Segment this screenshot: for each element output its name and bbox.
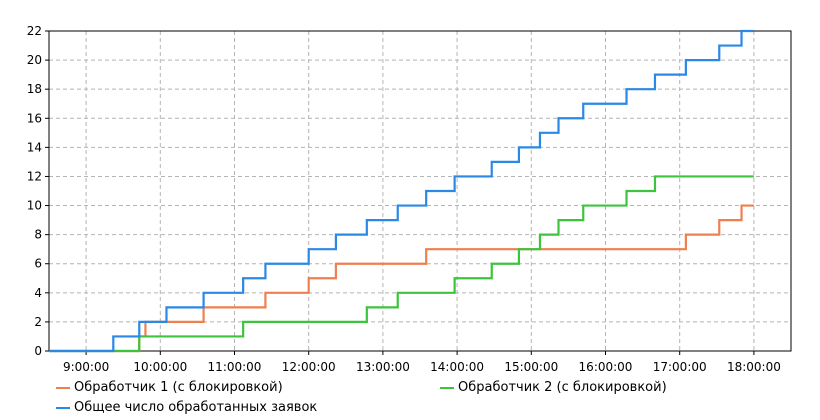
x-tick-label-0: 9:00:00 (63, 360, 109, 374)
x-tick-label-7: 16:00:00 (579, 360, 633, 374)
series-line-3 (49, 29, 754, 353)
y-tick-label-9: 18 (27, 82, 42, 96)
y-tick-label-7: 14 (27, 140, 42, 154)
x-tick-label-6: 15:00:00 (504, 360, 558, 374)
y-tick-label-5: 10 (27, 199, 42, 213)
legend-item-series-3: Общее число обработанных заявок (56, 400, 317, 415)
y-tick-label-8: 16 (27, 111, 42, 125)
x-tick-label-4: 13:00:00 (356, 360, 410, 374)
grid (49, 31, 791, 351)
x-tick-label-5: 14:00:00 (430, 360, 484, 374)
legend-label-series-3: Общее число обработанных заявок (74, 400, 318, 415)
y-tick-label-4: 8 (34, 228, 42, 242)
x-tick-label-3: 12:00:00 (282, 360, 336, 374)
chart: 0 2 4 6 8 10 12 14 16 18 20 22 9:00:00 10:00:00 11:00… (27, 24, 792, 374)
legend-swatch-series-1 (56, 386, 70, 389)
plot-frame (48, 30, 792, 352)
legend-item-series-1: Обработчик 1 (с блокировкой) (56, 380, 283, 395)
x-axis: 9:00:00 10:00:00 11:00:00 12:00:00 13:00:00 1… (63, 351, 781, 374)
legend-label-series-2: Обработчик 2 (с блокировкой) (458, 380, 667, 395)
legend: Обработчик 1 (с блокировкой) Обработчик … (0, 376, 820, 420)
x-tick-label-9: 18:00:00 (727, 360, 781, 374)
legend-swatch-series-3 (56, 406, 70, 409)
y-tick-label-10: 20 (27, 53, 42, 67)
x-tick-label-1: 10:00:00 (133, 360, 187, 374)
x-tick-label-8: 17:00:00 (653, 360, 707, 374)
y-axis: 0 2 4 6 8 10 12 14 16 18 20 22 (27, 24, 49, 358)
legend-item-series-2: Обработчик 2 (с блокировкой) (440, 380, 667, 395)
series-line-2 (49, 175, 754, 353)
y-tick-label-3: 6 (34, 257, 42, 271)
series-line-1 (49, 204, 754, 353)
legend-label-series-1: Обработчик 1 (с блокировкой) (74, 380, 283, 395)
y-tick-label-2: 4 (34, 286, 42, 300)
x-tick-label-2: 11:00:00 (208, 360, 262, 374)
legend-swatch-series-2 (440, 386, 454, 389)
series-group (49, 29, 754, 353)
y-tick-label-11: 22 (27, 24, 42, 38)
y-tick-label-1: 2 (34, 315, 42, 329)
y-tick-label-6: 12 (27, 169, 42, 183)
y-tick-label-0: 0 (34, 344, 42, 358)
